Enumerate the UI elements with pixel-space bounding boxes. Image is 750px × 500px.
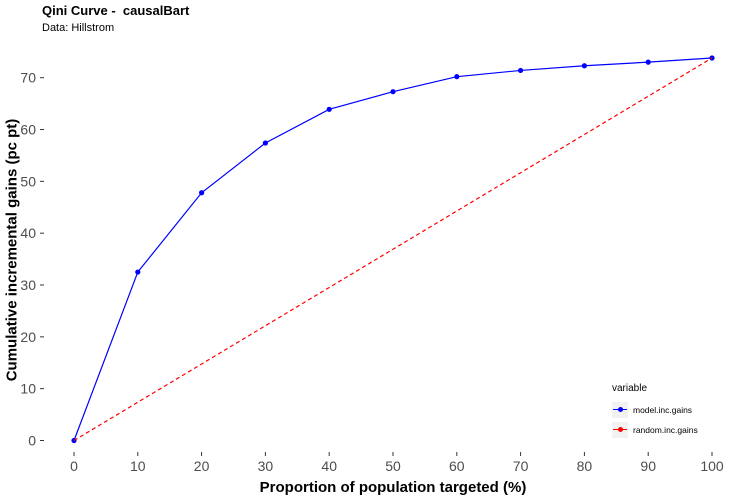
y-tick-label: 10 [20,381,36,397]
legend-item-random: random.inc.gains [612,420,698,440]
legend-item-model: model.inc.gains [612,400,698,420]
x-tick-label: 70 [513,458,529,474]
y-tick-label: 30 [20,277,36,293]
data-point-model.inc.gains [135,269,141,275]
y-tick-label: 50 [20,173,36,189]
chart-subtitle: Data: Hillstrom [42,22,115,34]
legend: variable model.inc.gains random.inc.gain… [612,383,698,440]
x-tick-label: 90 [640,458,656,474]
y-tick-label: 70 [20,70,36,86]
data-point-model.inc.gains [199,190,205,196]
x-tick-label: 40 [321,458,337,474]
y-tick-label: 0 [28,433,36,449]
x-tick-label: 50 [385,458,401,474]
data-point-model.inc.gains [262,140,268,146]
y-tick-label: 20 [20,329,36,345]
data-point-model.inc.gains [581,63,588,69]
legend-key-random [612,422,628,438]
x-tick-label: 20 [194,458,210,474]
chart-title: Qini Curve - causalBart [42,3,190,18]
x-tick-label: 60 [449,458,465,474]
legend-key-model [612,402,628,418]
x-tick-label: 80 [577,458,593,474]
data-point-model.inc.gains [645,59,651,65]
x-tick-label: 100 [700,458,724,474]
legend-title: variable [612,383,648,394]
data-point-model.inc.gains [518,67,524,74]
series-line-random.inc.gains [73,57,713,442]
y-tick-label: 60 [20,122,36,138]
y-tick-label: 40 [20,225,36,241]
y-axis-label: Cumulative incremental gains (pc pt) [3,118,21,382]
data-point-model.inc.gains [454,74,460,80]
legend-label-model: model.inc.gains [633,405,693,415]
x-tick-label: 30 [258,458,274,474]
data-point-model.inc.gains [326,106,332,112]
data-point-model.inc.gains [390,89,396,95]
x-axis-label: Proportion of population targeted (%) [259,479,527,496]
x-tick-label: 0 [70,458,78,474]
x-tick-label: 10 [130,458,146,474]
legend-label-random: random.inc.gains [633,425,698,435]
